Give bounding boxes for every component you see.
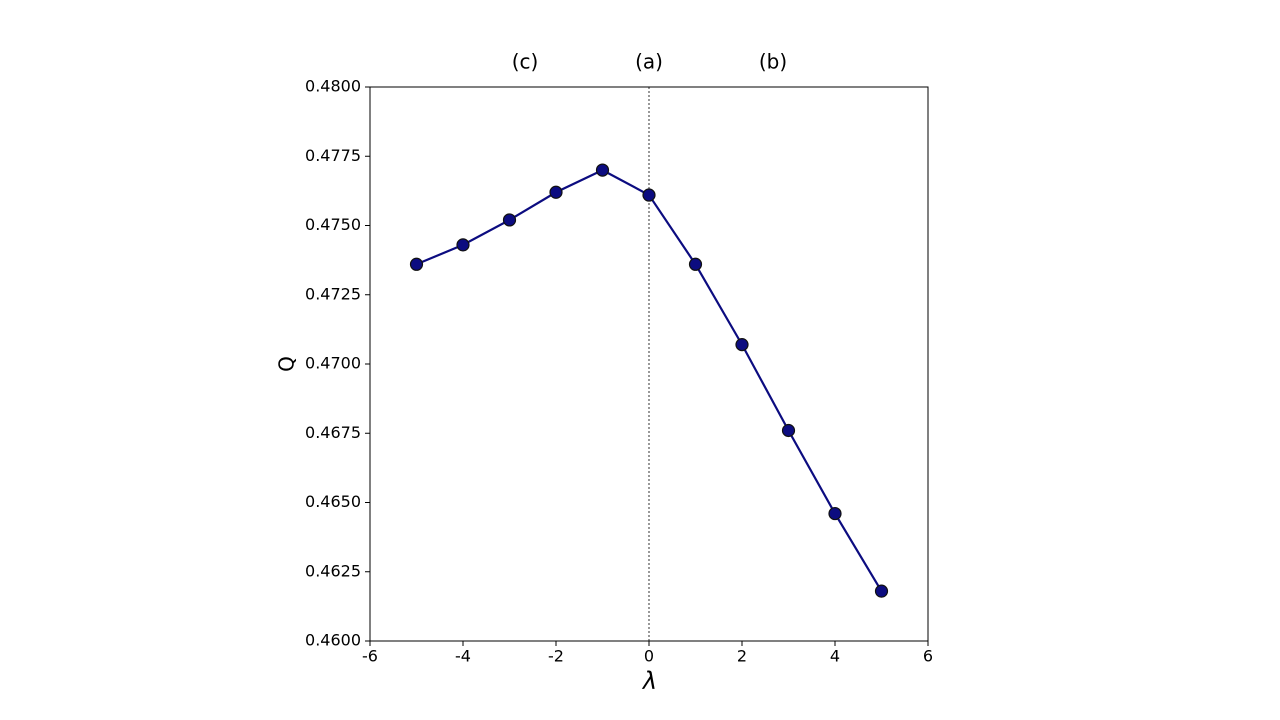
data-point xyxy=(549,185,563,199)
annotation: (c) xyxy=(512,50,539,74)
y-tick-label: 0.4800 xyxy=(305,77,361,96)
x-tick-label: 4 xyxy=(830,647,840,666)
annotation: (b) xyxy=(759,50,787,74)
data-point xyxy=(595,163,610,177)
y-tick-label: 0.4775 xyxy=(305,146,361,165)
x-tick-label: -2 xyxy=(548,647,564,666)
data-point xyxy=(735,338,749,352)
annotation: (a) xyxy=(635,50,663,74)
data-point xyxy=(456,238,470,252)
x-tick-label: -6 xyxy=(362,647,378,666)
y-tick-label: 0.4725 xyxy=(305,284,361,303)
x-tick-label: 0 xyxy=(644,647,654,666)
data-point xyxy=(828,506,842,521)
y-tick-label: 0.4675 xyxy=(305,423,361,442)
data-point xyxy=(874,584,889,598)
data-point xyxy=(502,213,517,227)
data-point xyxy=(688,257,703,271)
y-tick-label: 0.4650 xyxy=(305,492,361,511)
data-point xyxy=(781,423,796,438)
data-point xyxy=(642,188,656,202)
y-axis-label: Q xyxy=(275,356,299,372)
x-axis-label: λ xyxy=(641,667,657,695)
x-tick-label: -4 xyxy=(455,647,471,666)
y-tick-label: 0.4600 xyxy=(305,631,361,650)
y-tick-label: 0.4625 xyxy=(305,561,361,580)
y-tick-label: 0.4700 xyxy=(305,354,361,373)
x-tick-label: 6 xyxy=(923,647,933,666)
y-tick-label: 0.4750 xyxy=(305,215,361,234)
data-point xyxy=(409,257,424,271)
x-tick-label: 2 xyxy=(737,647,747,666)
plot-frame xyxy=(369,86,929,642)
